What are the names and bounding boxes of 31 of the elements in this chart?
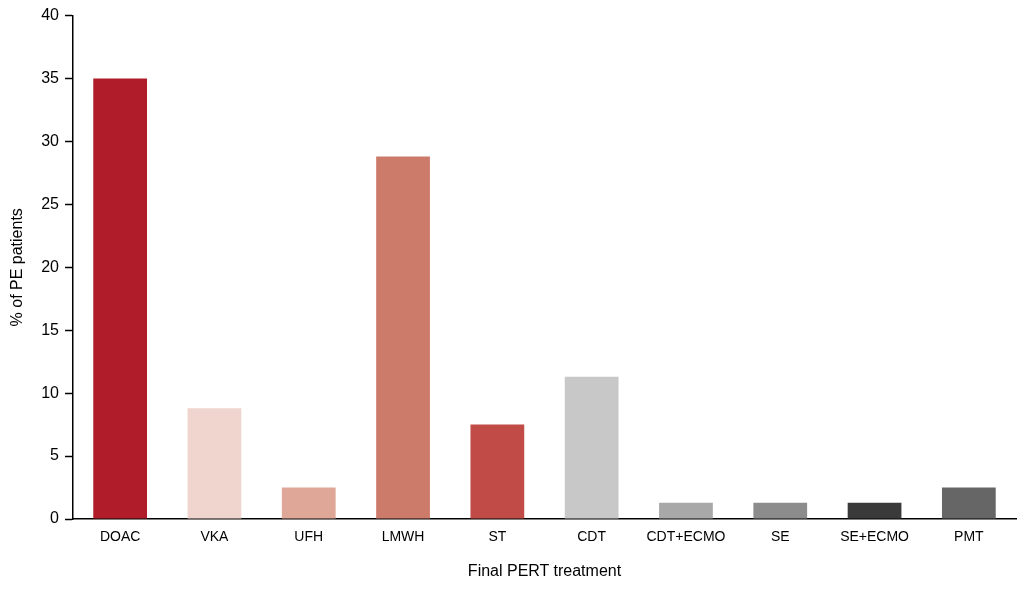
bar (753, 502, 808, 519)
x-axis-title: Final PERT treatment (467, 561, 622, 579)
y-tick-label: 20 (41, 257, 60, 275)
y-axis-title: % of PE patients (8, 208, 26, 327)
bar (659, 502, 713, 519)
y-tick-label: 15 (41, 320, 60, 338)
bar (941, 487, 996, 519)
x-tick-label: ST (488, 528, 507, 545)
bar (470, 424, 525, 519)
x-tick-label: CDT+ECMO (646, 528, 726, 545)
bar (281, 487, 336, 519)
x-tick-label: VKA (200, 528, 230, 545)
y-tick-label: 30 (41, 131, 60, 149)
y-tick-label: 0 (50, 509, 60, 527)
y-tick-label: 40 (41, 6, 60, 24)
bar (376, 156, 430, 519)
x-tick-label: SE (770, 528, 790, 545)
y-tick-label: 5 (50, 446, 60, 464)
y-tick-label: 10 (41, 383, 60, 401)
x-tick-label: PMT (954, 528, 985, 545)
bar (93, 78, 148, 519)
x-tick-label: UFH (294, 528, 324, 545)
bar (847, 502, 902, 519)
x-tick-label: DOAC (99, 528, 141, 545)
bar (187, 408, 242, 519)
x-tick-label: CDT (577, 528, 607, 545)
y-tick-label: 25 (41, 194, 60, 212)
x-tick-label: LMWH (381, 528, 425, 545)
bar (564, 376, 619, 519)
x-tick-label: SE+ECMO (840, 528, 910, 545)
y-tick-label: 35 (41, 68, 60, 86)
